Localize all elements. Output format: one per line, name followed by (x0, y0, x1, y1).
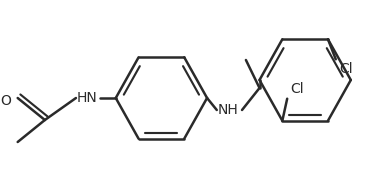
Text: Cl: Cl (290, 82, 304, 96)
Text: HN: HN (77, 91, 97, 105)
Text: NH: NH (218, 103, 239, 117)
Text: Cl: Cl (340, 62, 353, 76)
Text: O: O (0, 94, 11, 108)
